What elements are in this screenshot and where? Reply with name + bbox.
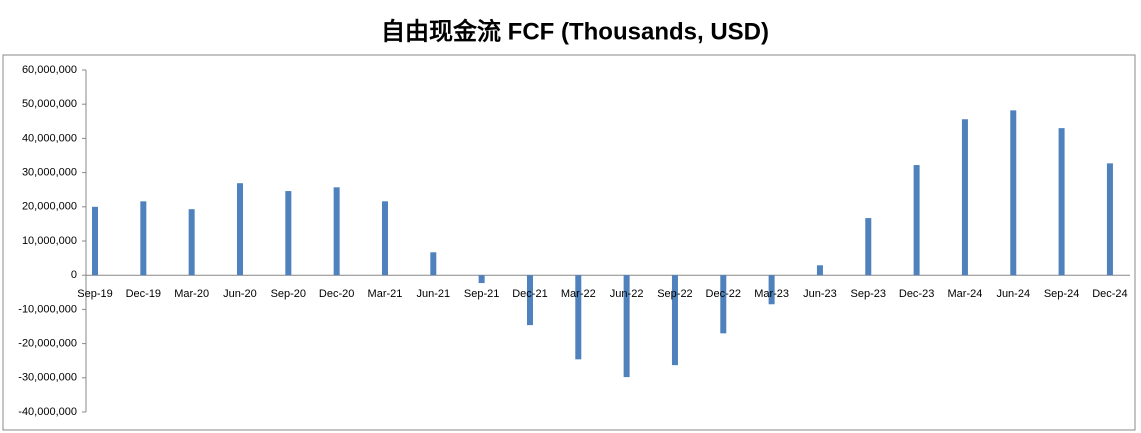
x-tick-label: Dec-19 <box>126 288 161 300</box>
x-tick-label: Sep-23 <box>851 288 886 300</box>
bar <box>333 187 340 276</box>
x-tick-label: Sep-22 <box>657 288 692 300</box>
y-tick-label: 0 <box>71 269 77 281</box>
y-tick-label: -10,000,000 <box>18 303 77 315</box>
bar <box>720 275 727 334</box>
x-tick-label: Jun-23 <box>803 288 837 300</box>
bar <box>92 206 98 276</box>
y-tick-label: 30,000,000 <box>22 167 77 179</box>
x-tick-label: Jun-20 <box>223 288 257 300</box>
x-tick-label: Dec-21 <box>512 288 547 300</box>
bar <box>575 275 582 360</box>
y-tick-label: 20,000,000 <box>22 201 77 213</box>
bar <box>1106 163 1113 276</box>
bar <box>1010 110 1017 276</box>
y-tick-label: -20,000,000 <box>18 338 77 350</box>
x-tick-label: Sep-21 <box>464 288 499 300</box>
x-tick-label: Jun-21 <box>416 288 450 300</box>
x-tick-label: Mar-20 <box>174 288 209 300</box>
bar <box>865 218 872 276</box>
chart-title: 自由现金流 FCF (Thousands, USD) <box>381 17 769 45</box>
chart-frame <box>2 54 1136 431</box>
bar <box>236 183 243 276</box>
bar <box>1058 128 1065 276</box>
y-tick-label: 10,000,000 <box>22 235 77 247</box>
y-tick-label: 50,000,000 <box>22 98 77 110</box>
bar <box>285 191 292 276</box>
x-tick-label: Mar-24 <box>948 288 983 300</box>
y-tick-label: 60,000,000 <box>22 64 77 76</box>
bar <box>478 275 485 284</box>
x-tick-label: Sep-24 <box>1044 288 1079 300</box>
x-tick-label: Mar-22 <box>561 288 596 300</box>
x-tick-label: Sep-19 <box>77 288 112 300</box>
bar <box>768 275 775 305</box>
x-tick-label: Jun-24 <box>996 288 1030 300</box>
x-tick-label: Dec-20 <box>319 288 354 300</box>
x-tick-label: Mar-23 <box>754 288 789 300</box>
x-tick-label: Dec-24 <box>1092 288 1127 300</box>
bar <box>381 201 388 276</box>
x-tick-label: Sep-20 <box>271 288 306 300</box>
x-tick-label: Dec-22 <box>706 288 741 300</box>
bar <box>140 201 147 276</box>
x-tick-label: Mar-21 <box>368 288 403 300</box>
bar <box>430 252 437 276</box>
y-tick-label: -40,000,000 <box>18 406 77 418</box>
x-tick-label: Jun-22 <box>610 288 644 300</box>
bar <box>526 275 533 326</box>
x-tick-label: Dec-23 <box>899 288 934 300</box>
bar <box>816 265 823 276</box>
bar <box>913 165 920 276</box>
bar <box>188 209 195 276</box>
bar <box>961 119 968 276</box>
bar <box>623 275 630 378</box>
bar <box>671 275 678 366</box>
y-tick-label: -30,000,000 <box>18 372 77 384</box>
y-tick-label: 40,000,000 <box>22 132 77 144</box>
